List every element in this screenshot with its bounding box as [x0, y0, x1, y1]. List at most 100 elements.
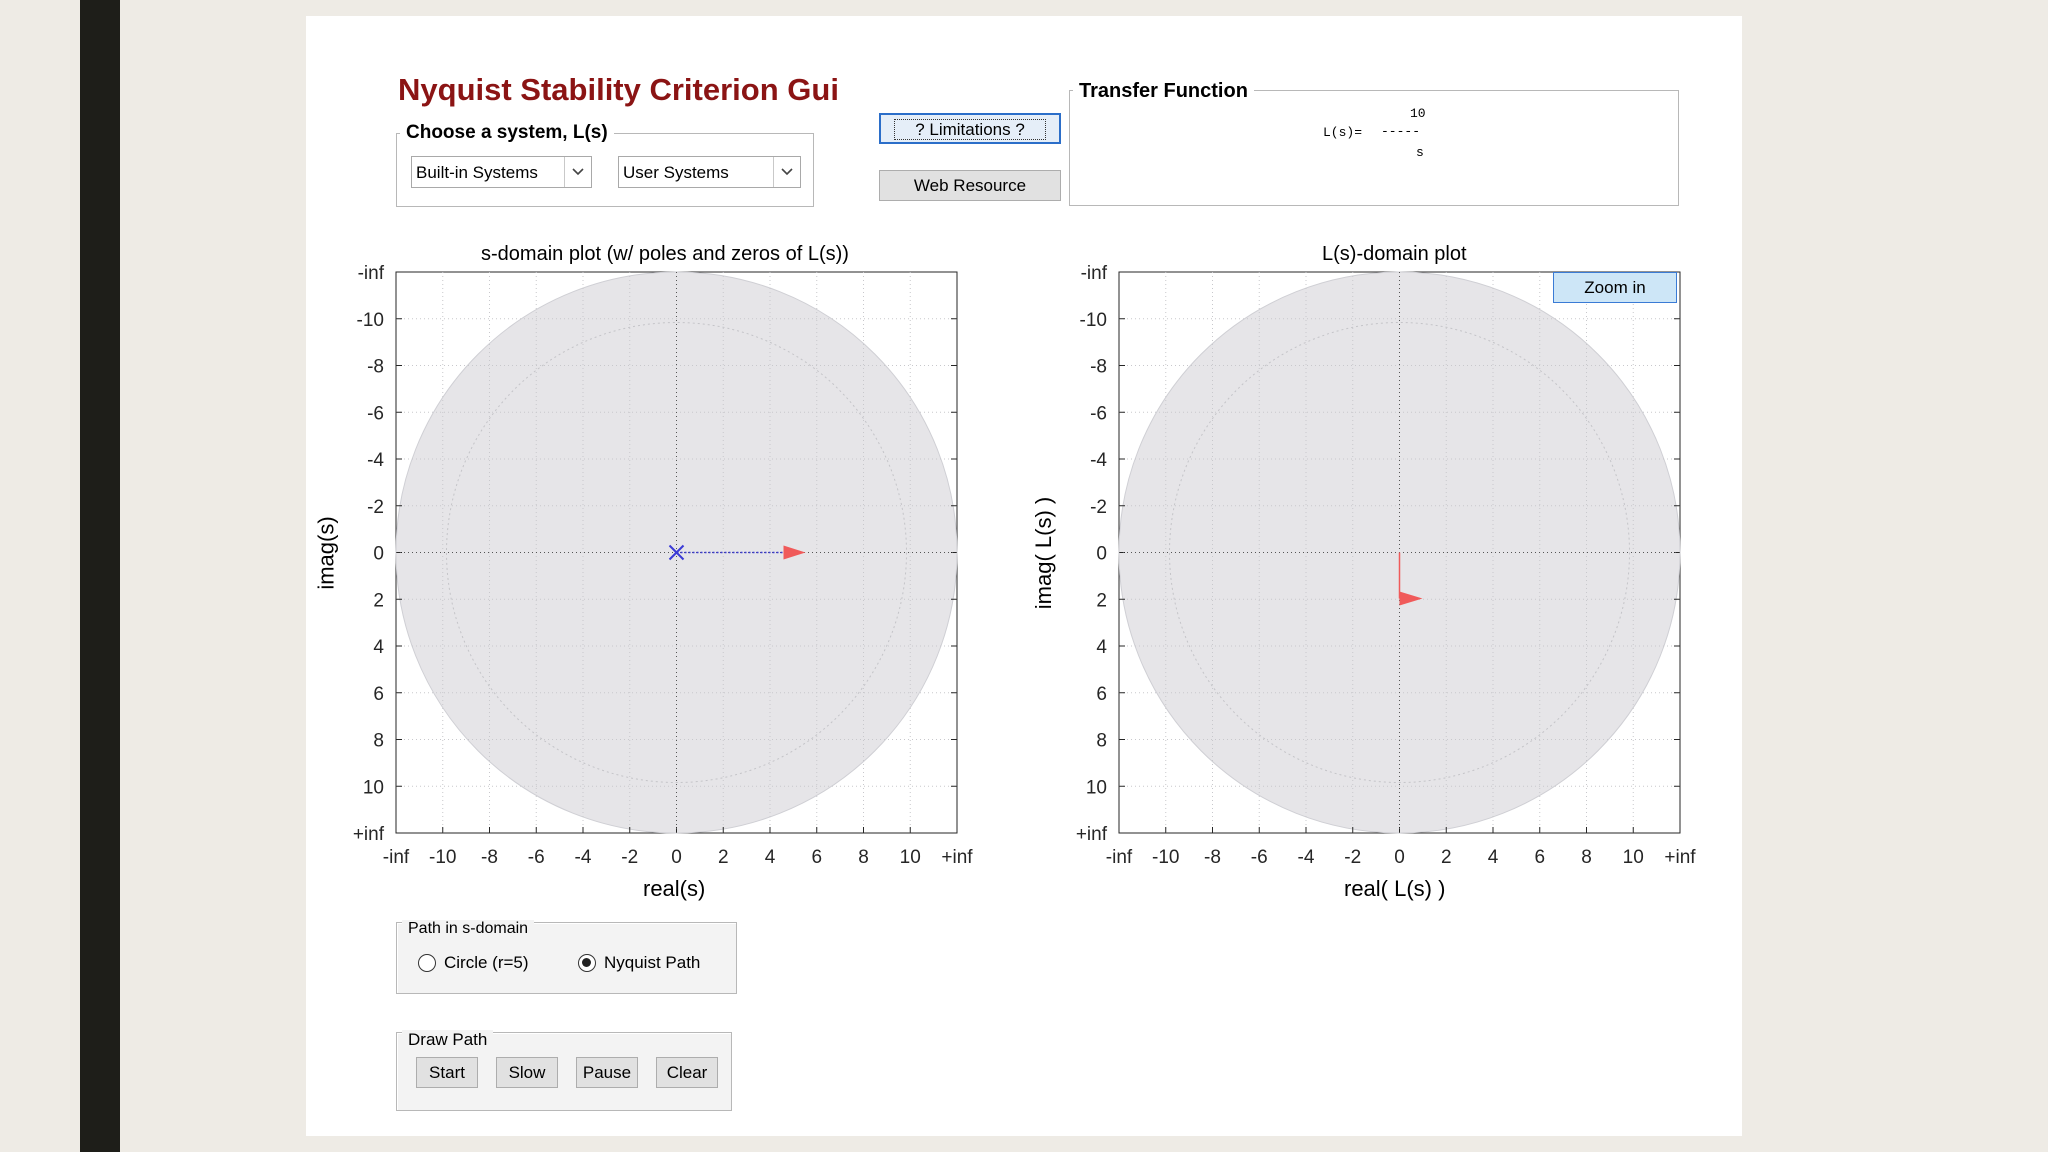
slow-button[interactable]: Slow	[496, 1057, 558, 1088]
triangle-arrow-icon	[783, 545, 806, 560]
path-group-legend: Path in s-domain	[402, 920, 535, 938]
x-marker-icon	[668, 544, 685, 561]
y-tick-label: -6	[367, 403, 384, 424]
tf-denominator: s	[1416, 145, 1424, 160]
y-tick-label: 2	[373, 590, 384, 611]
y-tick-label: 4	[373, 637, 384, 658]
builtin-systems-select[interactable]: Built-in Systems	[411, 156, 592, 188]
limitations-label: ? Limitations ?	[894, 119, 1046, 140]
x-tick-label: -4	[1298, 847, 1315, 868]
y-tick-label: -10	[357, 310, 384, 331]
x-tick-label: -6	[528, 847, 545, 868]
builtin-systems-value: Built-in Systems	[416, 163, 538, 182]
slow-label: Slow	[508, 1063, 546, 1082]
x-tick-label: -inf	[1106, 847, 1133, 868]
l-domain-plot: -inf+inf-1010-88-66-44-22002-24-46-68-81…	[1076, 263, 1696, 868]
x-tick-label: -4	[575, 847, 592, 868]
system-chooser-legend: Choose a system, L(s)	[400, 122, 614, 144]
y-tick-label: -inf	[358, 263, 385, 284]
s-plot-xlabel: real(s)	[643, 876, 706, 901]
page-title: Nyquist Stability Criterion Gui	[398, 72, 839, 107]
radio-nyquist-label: Nyquist Path	[604, 953, 701, 972]
l-plot-xlabel: real( L(s) )	[1344, 876, 1446, 901]
user-systems-select[interactable]: User Systems	[618, 156, 801, 188]
grid-circle	[1168, 321, 1631, 784]
x-tick-label: 0	[671, 847, 682, 868]
y-tick-label: -8	[1090, 357, 1107, 378]
y-tick-label: -4	[1090, 450, 1107, 471]
tf-fraction-bar: -----	[1381, 124, 1421, 139]
y-tick-label: 10	[363, 777, 384, 798]
web-resource-button[interactable]: Web Resource	[879, 170, 1061, 201]
y-tick-label: 2	[1096, 590, 1107, 611]
y-tick-label: 0	[1096, 544, 1107, 565]
draw-path-legend: Draw Path	[402, 1030, 494, 1050]
x-tick-label: -10	[1152, 847, 1179, 868]
zoom-in-label: Zoom in	[1584, 278, 1646, 297]
clear-button[interactable]: Clear	[656, 1057, 718, 1088]
x-tick-label: -2	[621, 847, 638, 868]
x-tick-label: 6	[1534, 847, 1545, 868]
tf-numerator: 10	[1410, 106, 1426, 121]
pause-button[interactable]: Pause	[576, 1057, 638, 1088]
y-tick-label: 4	[1096, 637, 1107, 658]
x-tick-label: -6	[1251, 847, 1268, 868]
y-tick-label: 8	[1096, 731, 1107, 752]
radio-nyquist-indicator	[578, 954, 596, 972]
x-tick-label: 4	[1488, 847, 1499, 868]
x-tick-label: -10	[429, 847, 456, 868]
x-tick-label: +inf	[941, 847, 973, 868]
x-tick-label: 8	[858, 847, 869, 868]
transfer-function-group	[1069, 90, 1679, 206]
y-tick-label: 10	[1086, 777, 1107, 798]
y-tick-label: +inf	[1076, 824, 1108, 845]
grid-circle	[445, 321, 908, 784]
radio-circle[interactable]: Circle (r=5)	[418, 953, 529, 973]
y-tick-label: -6	[1090, 403, 1107, 424]
chevron-down-icon	[773, 157, 800, 187]
y-tick-label: 6	[1096, 684, 1107, 705]
triangle-arrow-icon	[1399, 591, 1423, 606]
s-plot-title: s-domain plot (w/ poles and zeros of L(s…	[481, 243, 849, 265]
x-tick-label: 6	[811, 847, 822, 868]
x-tick-label: 10	[1623, 847, 1644, 868]
limitations-button[interactable]: ? Limitations ?	[879, 113, 1061, 144]
pause-label: Pause	[582, 1063, 632, 1082]
y-tick-label: 8	[373, 731, 384, 752]
radio-circle-label: Circle (r=5)	[444, 953, 529, 972]
tf-lhs: L(s)=	[1323, 125, 1363, 140]
x-tick-label: -8	[1204, 847, 1221, 868]
web-resource-label: Web Resource	[913, 176, 1027, 195]
x-tick-label: -8	[481, 847, 498, 868]
s-domain-plot: -inf+inf-1010-88-66-44-22002-24-46-68-81…	[353, 263, 973, 868]
x-tick-label: 2	[718, 847, 729, 868]
x-tick-label: 10	[900, 847, 921, 868]
user-systems-value: User Systems	[623, 163, 729, 182]
radio-circle-indicator	[418, 954, 436, 972]
s-plot-ylabel: imag(s)	[313, 516, 339, 590]
l-plot-title: L(s)-domain plot	[1322, 243, 1467, 265]
y-tick-label: -8	[367, 357, 384, 378]
zoom-in-button[interactable]: Zoom in	[1553, 272, 1677, 303]
x-tick-label: 0	[1394, 847, 1405, 868]
chevron-down-icon	[564, 157, 591, 187]
x-tick-label: 4	[765, 847, 776, 868]
x-tick-label: +inf	[1664, 847, 1696, 868]
x-tick-label: 2	[1441, 847, 1452, 868]
y-tick-label: -inf	[1081, 263, 1108, 284]
l-plot-ylabel: imag( L(s) )	[1031, 496, 1057, 610]
y-tick-label: +inf	[353, 824, 385, 845]
y-tick-label: 6	[373, 684, 384, 705]
x-tick-label: -inf	[383, 847, 410, 868]
y-tick-label: 0	[373, 544, 384, 565]
y-tick-label: -2	[367, 497, 384, 518]
y-tick-label: -10	[1080, 310, 1107, 331]
y-tick-label: -2	[1090, 497, 1107, 518]
start-label: Start	[429, 1063, 465, 1082]
start-button[interactable]: Start	[416, 1057, 478, 1088]
radio-nyquist[interactable]: Nyquist Path	[578, 953, 700, 973]
clear-label: Clear	[666, 1063, 708, 1082]
y-tick-label: -4	[367, 450, 384, 471]
x-tick-label: 8	[1581, 847, 1592, 868]
transfer-function-legend: Transfer Function	[1073, 80, 1254, 103]
